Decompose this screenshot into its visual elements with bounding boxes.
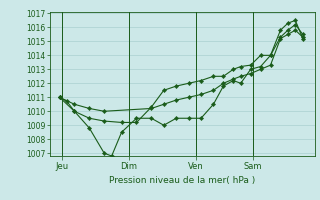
X-axis label: Pression niveau de la mer( hPa ): Pression niveau de la mer( hPa ) <box>109 176 256 185</box>
